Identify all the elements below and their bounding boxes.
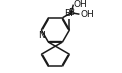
Text: B: B <box>68 8 74 17</box>
Text: Br: Br <box>65 9 74 18</box>
Text: N: N <box>38 31 45 40</box>
Text: OH: OH <box>80 10 94 19</box>
Text: OH: OH <box>74 0 88 9</box>
